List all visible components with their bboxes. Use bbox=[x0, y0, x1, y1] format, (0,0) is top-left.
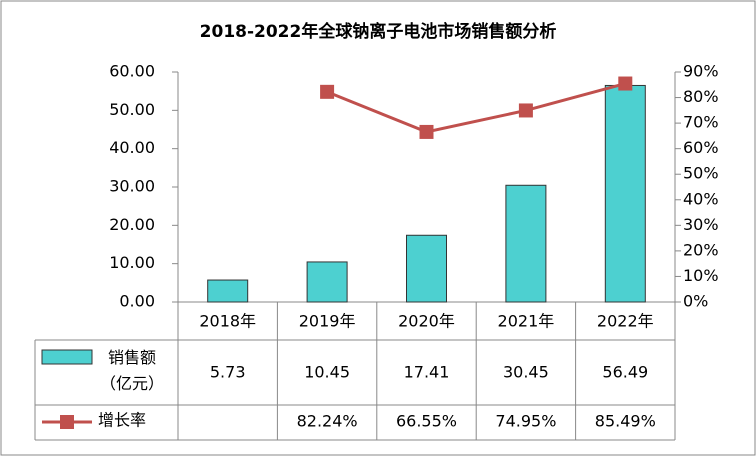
table-value: 17.41 bbox=[404, 363, 450, 382]
y-tick-label: 30.00 bbox=[109, 177, 155, 196]
line bbox=[326, 82, 626, 134]
y-tick-label: 20.00 bbox=[109, 215, 155, 234]
x-tick-label: 2018年 bbox=[199, 312, 256, 331]
table-value: 56.49 bbox=[602, 363, 648, 382]
bar bbox=[406, 234, 447, 303]
x-tick-label: 2019年 bbox=[299, 312, 356, 331]
table-value: 74.95% bbox=[495, 412, 556, 431]
y2-tick-label: 40% bbox=[683, 189, 719, 208]
y2-tick-label: 30% bbox=[683, 215, 719, 234]
table-value: 66.55% bbox=[396, 412, 457, 431]
legend-label: 销售额（亿元） bbox=[99, 348, 164, 393]
y2-tick-label: 70% bbox=[683, 113, 719, 132]
y2-tick-label: 80% bbox=[683, 87, 719, 106]
legend-swatch bbox=[41, 349, 93, 365]
y-tick-label: 50.00 bbox=[109, 100, 155, 119]
marker bbox=[618, 76, 633, 91]
table-value: 30.45 bbox=[503, 363, 549, 382]
bar bbox=[207, 279, 249, 303]
chart-title: 2018-2022年全球钠离子电池市场销售额分析 bbox=[200, 21, 557, 42]
marker bbox=[320, 84, 335, 99]
x-tick-label: 2021年 bbox=[498, 312, 555, 331]
legend-marker bbox=[60, 415, 74, 429]
y2-tick-label: 50% bbox=[683, 164, 719, 183]
legend-label: 增长率 bbox=[98, 411, 146, 430]
y2-tick-label: 20% bbox=[683, 240, 719, 259]
bar bbox=[604, 84, 646, 303]
y2-tick-label: 10% bbox=[683, 266, 719, 285]
y-tick-label: 40.00 bbox=[109, 138, 155, 157]
y-tick-label: 0.00 bbox=[119, 292, 155, 311]
y-tick-label: 60.00 bbox=[109, 62, 155, 81]
y-tick-label: 10.00 bbox=[109, 253, 155, 272]
y2-tick-label: 60% bbox=[683, 138, 719, 157]
table-value: 5.73 bbox=[210, 363, 246, 382]
bar bbox=[306, 261, 348, 303]
x-tick-label: 2022年 bbox=[597, 312, 654, 331]
x-tick-label: 2020年 bbox=[398, 312, 455, 331]
y2-tick-label: 0% bbox=[683, 292, 708, 311]
table-value: 85.49% bbox=[595, 412, 656, 431]
marker bbox=[419, 124, 434, 139]
table-value: 10.45 bbox=[304, 363, 350, 382]
y2-tick-label: 90% bbox=[683, 62, 719, 81]
bar bbox=[505, 184, 547, 303]
table-value: 82.24% bbox=[297, 412, 358, 431]
marker bbox=[518, 103, 533, 118]
